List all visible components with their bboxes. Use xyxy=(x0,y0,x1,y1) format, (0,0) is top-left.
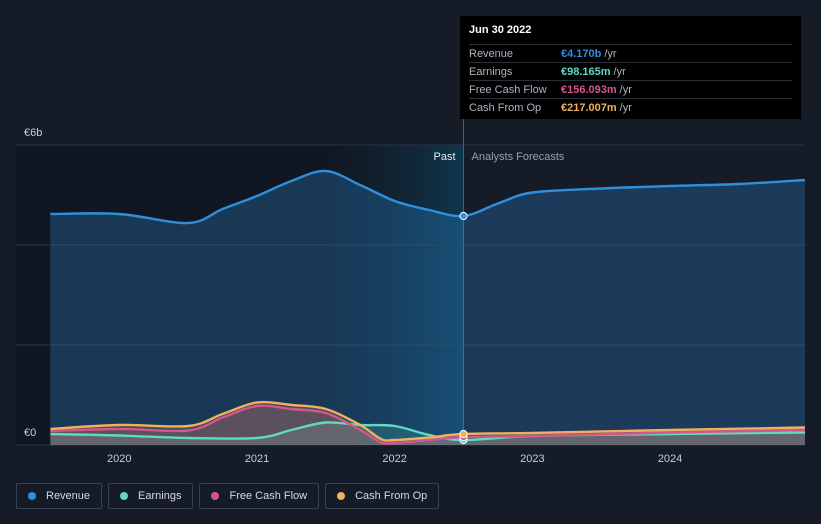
tooltip-label: Earnings xyxy=(469,65,513,78)
marker-revenue xyxy=(459,211,468,221)
tooltip-unit: /yr xyxy=(619,83,632,96)
tooltip-unit: /yr xyxy=(604,47,617,60)
forecast-label: Analysts Forecasts xyxy=(472,151,565,163)
past-label: Past xyxy=(433,151,455,163)
tooltip-label: Cash From Op xyxy=(469,101,542,114)
y-axis-bottom-label: €0 xyxy=(24,427,36,439)
line-free-cash-flow xyxy=(50,404,806,445)
tooltip-label: Free Cash Flow xyxy=(469,83,547,96)
line-cash-from-op xyxy=(50,400,806,442)
legend-dot-icon xyxy=(120,492,129,500)
tooltip-label: Revenue xyxy=(469,47,514,60)
legend-label: Earnings xyxy=(138,490,182,502)
tooltip-value: €98.165m xyxy=(561,65,611,78)
legend-dot-icon xyxy=(28,492,36,500)
tooltip: Jun 30 2022 Revenue €4.170b /yr Earnings… xyxy=(460,16,801,119)
tooltip-date: Jun 30 2022 xyxy=(469,24,532,36)
legend-dot-icon xyxy=(211,492,220,500)
x-tick-label: 2024 xyxy=(658,453,682,465)
highlight-band xyxy=(325,145,464,445)
tooltip-value: €217.007m xyxy=(561,101,617,114)
legend-label: Free Cash Flow xyxy=(229,490,308,502)
tooltip-value: €156.093m xyxy=(561,83,617,96)
tooltip-unit: /yr xyxy=(619,101,632,114)
legend-dot-icon xyxy=(337,492,346,500)
tooltip-row-earnings: Earnings €98.165m /yr xyxy=(469,62,792,80)
legend-label: Cash From Op xyxy=(355,490,428,502)
tooltip-row-free-cash-flow: Free Cash Flow €156.093m /yr xyxy=(469,80,792,98)
tooltip-row-revenue: Revenue €4.170b /yr xyxy=(469,44,792,62)
y-axis-top-label: €6b xyxy=(24,127,42,139)
legend-item-free-cash-flow[interactable]: Free Cash Flow xyxy=(199,483,320,509)
x-tick-label: 2021 xyxy=(245,453,269,465)
tooltip-row-cash-from-op: Cash From Op €217.007m /yr xyxy=(469,98,792,116)
tooltip-value: €4.170b xyxy=(561,47,602,60)
line-revenue xyxy=(50,169,806,225)
marker-cash-from-op xyxy=(459,429,468,439)
legend: Revenue Earnings Free Cash Flow Cash Fro… xyxy=(16,483,440,509)
legend-item-cash-from-op[interactable]: Cash From Op xyxy=(325,483,440,509)
legend-item-revenue[interactable]: Revenue xyxy=(16,483,103,509)
area-revenue xyxy=(50,170,805,445)
legend-item-earnings[interactable]: Earnings xyxy=(108,483,194,509)
tooltip-unit: /yr xyxy=(613,65,626,78)
x-tick-label: 2020 xyxy=(107,453,131,465)
x-tick-label: 2023 xyxy=(520,453,544,465)
legend-label: Revenue xyxy=(46,490,91,502)
x-tick-label: 2022 xyxy=(382,453,406,465)
